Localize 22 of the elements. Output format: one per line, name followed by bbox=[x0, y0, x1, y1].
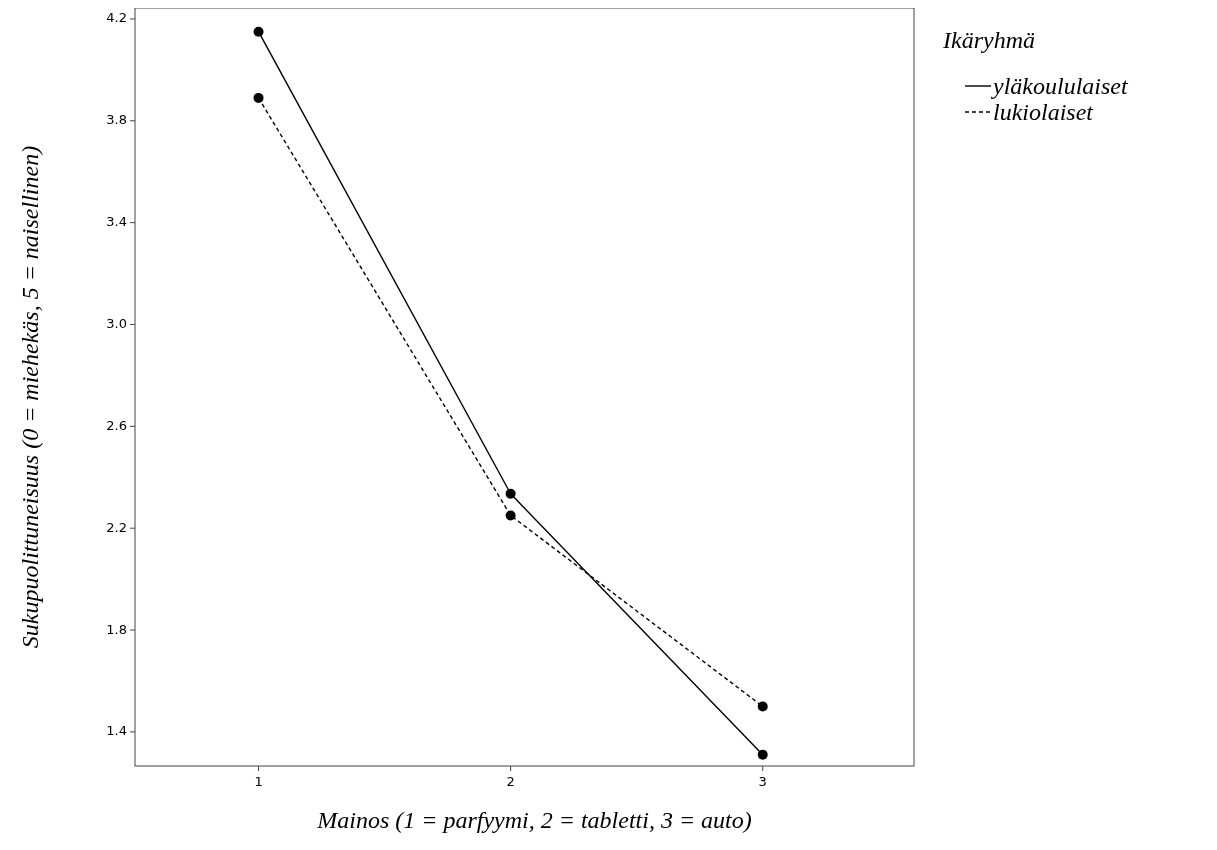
y-tick-label: 3.0 bbox=[106, 315, 127, 331]
y-tick-label: 4.2 bbox=[106, 10, 127, 26]
legend-label: yläkoululaiset bbox=[991, 73, 1129, 99]
y-tick-label: 1.4 bbox=[106, 723, 127, 739]
point bbox=[253, 92, 264, 103]
x-tick-label: 1 bbox=[254, 774, 263, 789]
legend-title: Ikäryhmä bbox=[942, 27, 1035, 53]
point bbox=[757, 749, 768, 760]
y-tick-label: 3.8 bbox=[106, 112, 127, 128]
y-tick-label: 1.8 bbox=[106, 621, 127, 637]
y-tick-label: 3.4 bbox=[106, 214, 127, 230]
point bbox=[253, 26, 264, 37]
x-axis-title: Mainos (1 = parfyymi, 2 = tabletti, 3 = auto) bbox=[316, 807, 752, 833]
y-tick-label: 2.6 bbox=[106, 417, 127, 433]
x-tick-label: 3 bbox=[758, 774, 767, 789]
y-tick-label: 2.2 bbox=[106, 519, 127, 535]
point bbox=[505, 488, 516, 499]
x-tick-label: 2 bbox=[506, 774, 515, 789]
point bbox=[505, 510, 516, 521]
point bbox=[757, 701, 768, 712]
legend-label: lukiolaiset bbox=[993, 99, 1095, 125]
y-axis-title: Sukupuolittuneisuus (0 = miehekäs, 5 = naisellinen) bbox=[17, 145, 43, 649]
